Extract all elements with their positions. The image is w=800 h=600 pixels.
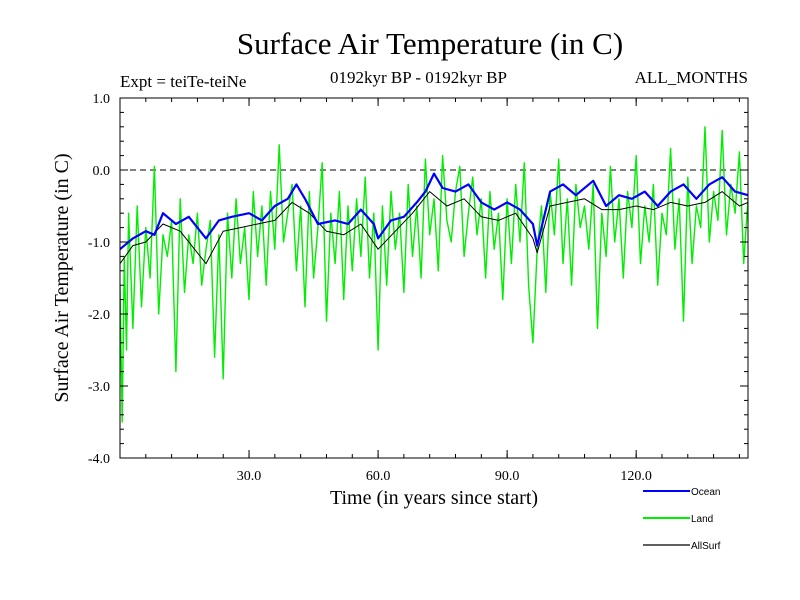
x-tick-label: 60.0 xyxy=(366,469,391,484)
x-tick-label: 120.0 xyxy=(620,469,652,484)
legend-label-allsurf: AllSurf xyxy=(691,541,721,552)
x-axis-title: Time (in years since start) xyxy=(330,487,538,509)
y-tick-label: -2.0 xyxy=(88,308,110,323)
months-label: ALL_MONTHS xyxy=(634,68,748,87)
series-line-allsurf xyxy=(120,191,748,265)
y-tick-label: -4.0 xyxy=(88,452,110,467)
y-axis-title: Surface Air Temperature (in C) xyxy=(51,153,73,402)
plot-frame xyxy=(119,97,749,459)
x-tick-label: 90.0 xyxy=(495,469,520,484)
period-label: 0192kyr BP - 0192kyr BP xyxy=(330,68,507,87)
y-tick-label: 1.0 xyxy=(93,92,111,107)
experiment-label: Expt = teiTe-teiNe xyxy=(120,72,247,91)
y-tick-label: -1.0 xyxy=(88,236,110,251)
legend-label-land: Land xyxy=(691,514,713,525)
y-tick-label: -3.0 xyxy=(88,380,110,395)
chart-title: Surface Air Temperature (in C) xyxy=(236,26,624,61)
y-tick-label: 0.0 xyxy=(93,164,111,179)
series-line-ocean xyxy=(120,172,748,251)
x-tick-label: 30.0 xyxy=(237,469,262,484)
legend-label-ocean: Ocean xyxy=(691,487,720,498)
series-line-land xyxy=(120,126,748,423)
